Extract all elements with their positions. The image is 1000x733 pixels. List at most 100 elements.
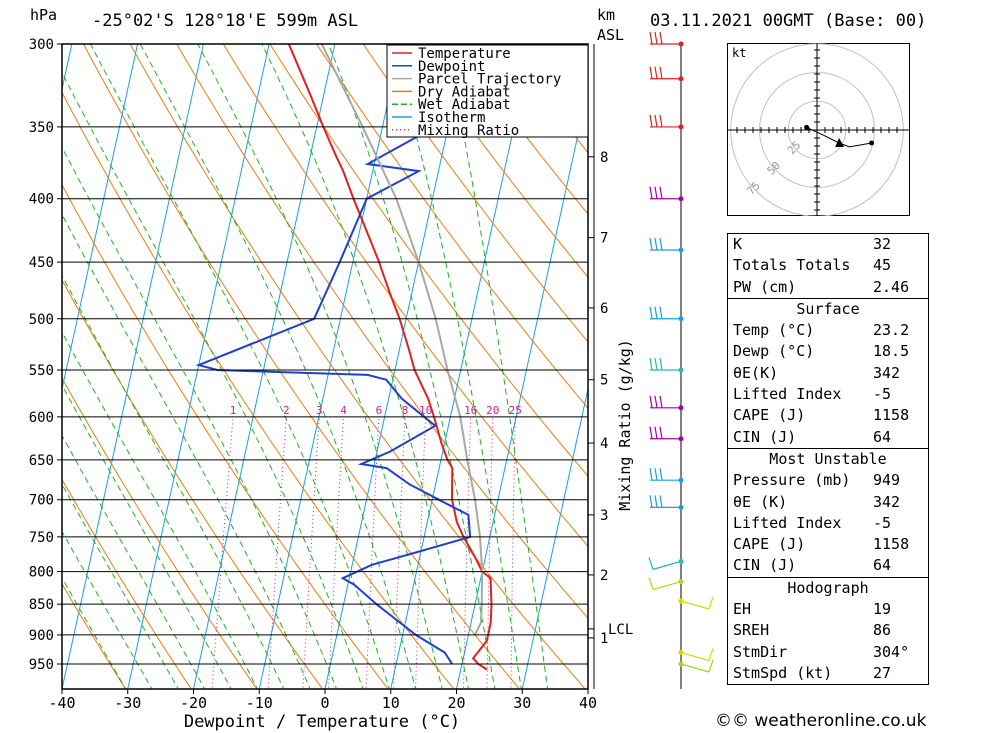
isotherm-line	[521, 386, 588, 689]
height-label: 4	[600, 436, 608, 452]
isotherm-line	[192, 44, 336, 689]
copyright-icon: ©	[715, 711, 732, 731]
indices-key: CAPE (J)	[733, 406, 806, 425]
indices-value: 1158	[873, 406, 910, 425]
x-tick-label: 0	[320, 694, 329, 712]
credit: ©© weatheronline.co.uk	[715, 711, 927, 731]
indices-key: SREH	[733, 621, 770, 640]
wet-adiabat-line	[62, 530, 153, 689]
mixing-ratio-label: 25	[509, 404, 522, 417]
axes: 3003504004505005506006507007508008509009…	[29, 37, 597, 712]
indices-key: Lifted Index	[733, 513, 842, 532]
location-title: -25°02'S 128°18'E 599m ASL	[92, 11, 359, 31]
indices-table: K 32 Totals Totals 45 PW (cm) 2.46 Surface Temp…	[727, 233, 929, 686]
indices-row: Totals Totals 45	[728, 255, 928, 276]
indices-section-header: Hodograph	[728, 576, 928, 599]
wind-barb	[648, 577, 684, 591]
isotherm-line	[62, 44, 204, 689]
isotherm-line	[0, 26, 10, 692]
pressure-tick-label: 400	[29, 192, 54, 208]
indices-key: PW (cm)	[733, 277, 797, 296]
indices-value: 19	[873, 600, 892, 619]
dry-adiabat-line	[582, 26, 725, 692]
indices-row: CIN (J) 64	[728, 427, 928, 448]
pressure-tick-label: 850	[29, 597, 54, 613]
wet-adiabat-line	[89, 44, 390, 689]
dry-adiabat-line	[628, 26, 725, 692]
storm-motion-marker	[835, 138, 845, 147]
mixing-ratio-label: 8	[402, 404, 409, 417]
mixing-ratio-line	[267, 416, 287, 689]
dry-adiabat-line	[269, 44, 588, 477]
wet-adiabat-line	[62, 213, 311, 689]
indices-section-header: Most Unstable	[728, 447, 928, 470]
pressure-tick-label: 700	[29, 493, 54, 509]
dry-adiabat-line	[222, 44, 588, 547]
skewt-chart: 3003504004505005506006507007508008509009…	[0, 26, 725, 732]
indices-value: 949	[873, 471, 901, 490]
indices-value: 1158	[873, 535, 910, 554]
indices-section-header: Surface	[728, 297, 928, 320]
indices-row: K 32	[728, 234, 928, 255]
indices-row: Dewp (°C) 18.5	[728, 341, 928, 362]
indices-value: 64	[873, 556, 892, 575]
wind-barb	[649, 495, 684, 510]
mixing-ratio-label: 2	[283, 404, 290, 417]
dry-adiabat-line	[315, 44, 588, 409]
indices-row: θE (K) 342	[728, 492, 928, 513]
wet-adiabat-line	[62, 71, 364, 689]
mixing-ratio-label: 16	[464, 404, 477, 417]
isotherm-line	[127, 44, 270, 689]
legend-entry: Mixing Ratio	[418, 123, 519, 139]
wind-barb	[649, 66, 684, 82]
x-tick-label: -30	[114, 694, 141, 712]
indices-key: Temp (°C)	[733, 321, 815, 340]
indices-value: 304°	[873, 642, 910, 661]
pressure-tick-label: 900	[29, 628, 54, 644]
height-label: 6	[600, 301, 608, 317]
indices-value: 64	[873, 427, 892, 446]
mixing-ratio-label: 20	[486, 404, 499, 417]
pressure-unit: hPa	[30, 6, 58, 24]
pressure-tick-label: 950	[29, 657, 54, 673]
indices-key: CAPE (J)	[733, 535, 806, 554]
pressure-tick-label: 450	[29, 255, 54, 271]
x-tick-label: -40	[48, 694, 75, 712]
mixing-ratio-line	[302, 416, 320, 689]
dry-adiabat-line	[62, 478, 192, 689]
wind-barb	[649, 395, 684, 411]
wet-adiabat-line	[261, 44, 470, 689]
indices-row: Temp (°C) 23.2	[728, 320, 928, 341]
x-tick-label: 40	[579, 694, 597, 712]
indices-value: 18.5	[873, 342, 910, 361]
legend-entry: Isotherm	[418, 110, 485, 126]
height-label: 2	[600, 568, 608, 584]
mixing-ratio-label: 6	[376, 404, 383, 417]
wind-barb	[678, 648, 714, 662]
plot-frame	[61, 43, 589, 690]
isotherm-line	[62, 44, 139, 392]
indices-key: Lifted Index	[733, 385, 842, 404]
wind-barb	[649, 306, 684, 322]
wet-adiabat-line	[139, 44, 417, 689]
wind-barb	[649, 357, 684, 373]
height-label: 8	[600, 150, 608, 166]
indices-key: CIN (J)	[733, 556, 797, 575]
height-unit-km: km	[597, 6, 616, 24]
indices-row: CAPE (J) 1158	[728, 405, 928, 426]
dry-adiabat-line	[362, 44, 588, 343]
indices-row: Lifted Index -5	[728, 384, 928, 405]
height-label: 1	[600, 631, 608, 647]
wind-barb	[648, 557, 684, 570]
wind-barbs	[648, 31, 714, 689]
indices-row: CAPE (J) 1158	[728, 534, 928, 555]
wet-adiabat-line	[62, 434, 206, 689]
pressure-tick-label: 600	[29, 410, 54, 426]
wet-adiabat-line	[62, 274, 285, 689]
indices-value: 86	[873, 621, 892, 640]
wind-barb	[649, 186, 684, 202]
indices-value: -5	[873, 385, 892, 404]
indices-value: 23.2	[873, 321, 910, 340]
x-tick-label: 30	[513, 694, 531, 712]
